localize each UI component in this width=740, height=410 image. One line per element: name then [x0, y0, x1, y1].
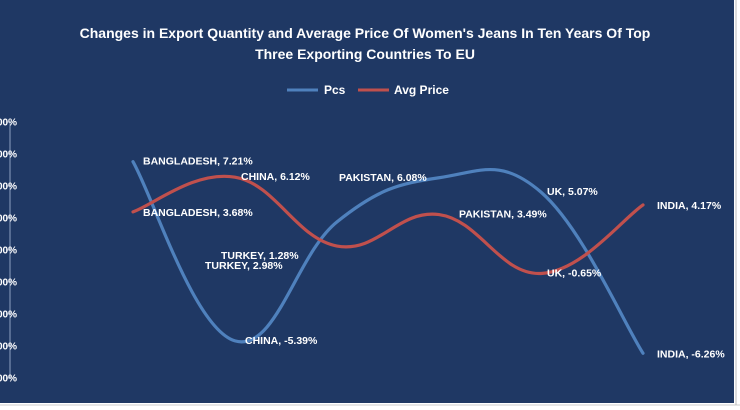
data-label-avg-price: INDIA, 4.17%: [657, 200, 722, 212]
y-tick-label: 00%: [0, 246, 17, 257]
y-axis-ticks: 00% 00% 00% 00% 00% 00% 00% 00% 00%: [0, 118, 17, 385]
chart-title-line-2: Three Exporting Countries To EU: [255, 46, 475, 62]
legend-label-avg-price: Avg Price: [394, 83, 449, 97]
data-label-avg-price: UK, -0.65%: [547, 267, 602, 279]
data-label-pcs: PAKISTAN, 6.08%: [339, 172, 427, 184]
y-tick-label: 00%: [0, 374, 17, 385]
y-tick-label: 00%: [0, 310, 17, 321]
data-label-avg-price: TURKEY, 1.28%: [221, 250, 299, 262]
y-tick-label: 00%: [0, 214, 17, 225]
legend-label-pcs: Pcs: [324, 83, 346, 97]
series-line-avg-price: [131, 174, 645, 276]
y-tick-label: 00%: [0, 278, 17, 289]
data-label-pcs: UK, 5.07%: [547, 186, 598, 198]
data-label-pcs: TURKEY, 2.98%: [205, 260, 283, 272]
series-lines: [131, 160, 645, 355]
data-label-pcs: BANGLADESH, 7.21%: [143, 156, 253, 168]
data-label-avg-price: CHINA, 6.12%: [241, 171, 311, 183]
data-label-pcs: CHINA, -5.39%: [245, 335, 318, 347]
data-labels: BANGLADESH, 7.21% CHINA, -5.39% TURKEY, 2.…: [143, 156, 725, 361]
data-label-avg-price: BANGLADESH, 3.68%: [143, 207, 253, 219]
data-label-avg-price: PAKISTAN, 3.49%: [459, 209, 547, 221]
legend: Pcs Avg Price: [287, 83, 449, 97]
y-tick-label: 00%: [0, 182, 17, 193]
y-tick-label: 00%: [0, 118, 17, 129]
data-label-pcs: INDIA, -6.26%: [657, 348, 725, 360]
series-line-pcs: [131, 160, 645, 355]
y-tick-label: 00%: [0, 150, 17, 161]
chart-title-line-1: Changes in Export Quantity and Average P…: [80, 25, 651, 41]
y-tick-label: 00%: [0, 342, 17, 353]
